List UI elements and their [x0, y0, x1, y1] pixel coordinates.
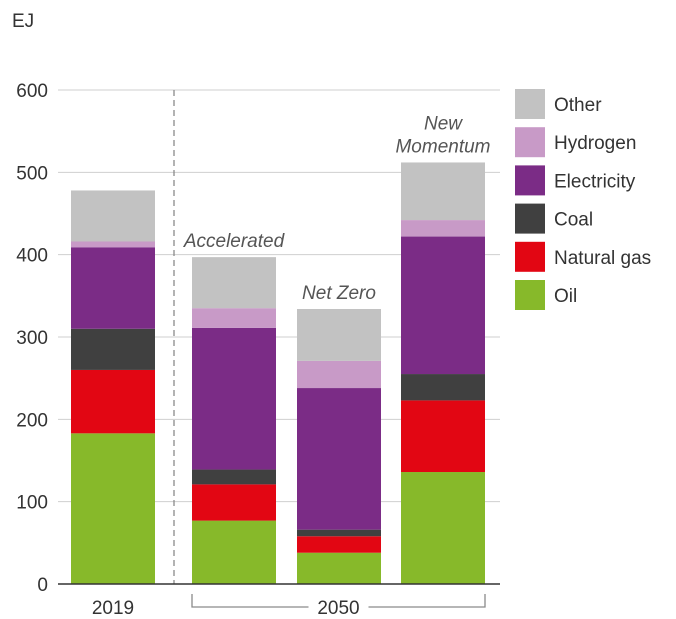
bar-segment-hydrogen — [297, 360, 381, 389]
legend-label-other: Other — [554, 95, 602, 116]
legend-swatch-other — [515, 89, 545, 119]
y-tick-label: 100 — [16, 493, 48, 514]
legend-swatch-oil — [515, 280, 545, 310]
bar-segment-hydrogen — [71, 241, 155, 248]
legend-swatch-coal — [515, 203, 545, 234]
y-tick-label: 300 — [16, 328, 48, 349]
legend: Other Hydrogen Electricity Coal Natural gas O… — [515, 89, 651, 310]
x-label-2019: 2019 — [92, 598, 134, 619]
scenario-label: Accelerated — [183, 231, 286, 252]
legend-label-natural-gas: Natural gas — [554, 248, 651, 269]
x-axis-labels: 2019 2050 — [92, 594, 486, 619]
bar-segment-natural-gas — [297, 536, 381, 553]
bar-segment-coal — [297, 529, 381, 537]
bar-segment-oil — [297, 552, 381, 584]
y-axis-tick-labels: 0 100 200 300 400 500 600 — [16, 81, 48, 596]
bar-segment-natural-gas — [71, 369, 155, 434]
bar-segment-other — [297, 309, 381, 361]
legend-swatch-hydrogen — [515, 127, 545, 158]
legend-label-coal: Coal — [554, 210, 593, 231]
bar-segment-coal — [71, 328, 155, 370]
bar-segment-other — [401, 162, 485, 221]
bar-segment-other — [192, 257, 276, 309]
y-tick-label: 400 — [16, 246, 48, 267]
scenario-label: Momentum — [395, 136, 490, 157]
y-axis-unit-label: EJ — [12, 11, 34, 32]
bar-segment-other — [71, 190, 155, 242]
bar-segment-electricity — [297, 388, 381, 530]
bar-segment-natural-gas — [192, 484, 276, 521]
scenario-label: Net Zero — [302, 283, 376, 304]
bar-segment-hydrogen — [401, 220, 485, 237]
bar-segment-oil — [401, 472, 485, 584]
bar-segment-coal — [401, 374, 485, 401]
y-tick-label: 0 — [37, 575, 48, 596]
bar-segment-coal — [192, 469, 276, 485]
bar-segment-electricity — [71, 247, 155, 329]
bar-segment-hydrogen — [192, 308, 276, 328]
x-label-2050: 2050 — [317, 598, 359, 619]
y-tick-label: 600 — [16, 81, 48, 102]
legend-label-electricity: Electricity — [554, 171, 636, 192]
bar-segment-electricity — [192, 327, 276, 470]
legend-label-oil: Oil — [554, 286, 577, 307]
legend-swatch-electricity — [515, 165, 545, 196]
bar-segment-oil — [192, 520, 276, 584]
bars — [71, 162, 485, 584]
bar-segment-oil — [71, 433, 155, 584]
legend-swatch-natural-gas — [515, 241, 545, 272]
y-tick-label: 200 — [16, 410, 48, 431]
x-group-bracket-2050 — [191, 594, 486, 608]
bar-segment-natural-gas — [401, 400, 485, 473]
scenario-label: New — [424, 113, 463, 134]
legend-label-hydrogen: Hydrogen — [554, 133, 636, 154]
bar-segment-electricity — [401, 236, 485, 375]
y-tick-label: 500 — [16, 163, 48, 184]
